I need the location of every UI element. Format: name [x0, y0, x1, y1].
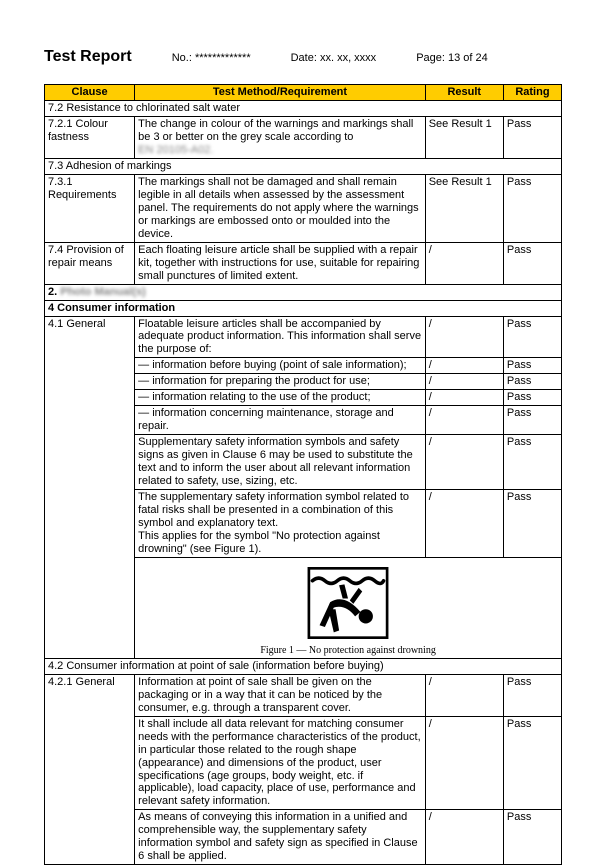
cell-req: — information before buying (point of sa…: [135, 358, 426, 374]
cell-result: /: [425, 716, 503, 810]
report-number: No.: *************: [172, 52, 251, 64]
cell-req: Supplementary safety information symbols…: [135, 435, 426, 490]
cell-result: /: [425, 674, 503, 716]
cell-clause: 4.1 General: [45, 316, 135, 658]
row-4-1-a: 4.1 General Floatable leisure articles s…: [45, 316, 562, 358]
col-rating: Rating: [503, 85, 561, 101]
section-4-2: 4.2 Consumer information at point of sal…: [45, 658, 562, 674]
redacted-text: Photo Manual(s): [60, 286, 146, 299]
section-label: 4.2 Consumer information at point of sal…: [45, 658, 562, 674]
cell-req: The markings shall not be damaged and sh…: [135, 174, 426, 242]
cell-result: /: [425, 316, 503, 358]
redacted-text: EN 20105-A02.: [138, 144, 213, 157]
cell-result: /: [425, 374, 503, 390]
cell-req: As means of conveying this information i…: [135, 810, 426, 865]
no-protection-drowning-icon: [303, 563, 393, 643]
cell-rating: Pass: [503, 390, 561, 406]
section-label: 2. Photo Manual(s): [45, 284, 562, 300]
table-header-row: Clause Test Method/Requirement Result Ra…: [45, 85, 562, 101]
report-date: Date: xx. xx, xxxx: [291, 52, 377, 64]
cell-result: /: [425, 810, 503, 865]
col-clause: Clause: [45, 85, 135, 101]
cell-rating: Pass: [503, 316, 561, 358]
section-2: 2. Photo Manual(s): [45, 284, 562, 300]
col-result: Result: [425, 85, 503, 101]
cell-req: The supplementary safety information sym…: [135, 490, 426, 558]
section-7-2: 7.2 Resistance to chlorinated salt water: [45, 100, 562, 116]
cell-req: — information for preparing the product …: [135, 374, 426, 390]
row-7-3-1: 7.3.1 Requirements The markings shall no…: [45, 174, 562, 242]
cell-rating: Pass: [503, 406, 561, 435]
section-label: 7.3 Adhesion of markings: [45, 158, 562, 174]
cell-rating: Pass: [503, 435, 561, 490]
cell-clause: 7.2.1 Colour fastness: [45, 116, 135, 158]
report-page: Page: 13 of 24: [416, 52, 488, 64]
figure-caption: Figure 1 — No protection against drownin…: [138, 645, 558, 657]
cell-rating: Pass: [503, 358, 561, 374]
cell-result: /: [425, 490, 503, 558]
col-req: Test Method/Requirement: [135, 85, 426, 101]
cell-rating: Pass: [503, 116, 561, 158]
cell-result: /: [425, 358, 503, 374]
cell-req: Floatable leisure articles shall be acco…: [135, 316, 426, 358]
cell-rating: Pass: [503, 374, 561, 390]
cell-result: /: [425, 435, 503, 490]
cell-req: — information concerning maintenance, st…: [135, 406, 426, 435]
cell-req: The change in colour of the warnings and…: [135, 116, 426, 158]
cell-rating: Pass: [503, 242, 561, 284]
cell-rating: Pass: [503, 490, 561, 558]
cell-clause: 4.2.1 General: [45, 674, 135, 865]
cell-result: /: [425, 242, 503, 284]
cell-rating: Pass: [503, 174, 561, 242]
row-4-2-1-a: 4.2.1 General Information at point of sa…: [45, 674, 562, 716]
cell-req: Each floating leisure article shall be s…: [135, 242, 426, 284]
cell-result: See Result 1: [425, 116, 503, 158]
cell-rating: Pass: [503, 674, 561, 716]
row-7-2-1: 7.2.1 Colour fastness The change in colo…: [45, 116, 562, 158]
cell-clause: 7.4 Provision of repair means: [45, 242, 135, 284]
cell-clause: 7.3.1 Requirements: [45, 174, 135, 242]
section-label: 4 Consumer information: [45, 300, 562, 316]
cell-rating: Pass: [503, 810, 561, 865]
figure-cell: Figure 1 — No protection against drownin…: [135, 557, 562, 658]
cell-rating: Pass: [503, 716, 561, 810]
cell-result: /: [425, 406, 503, 435]
section-4: 4 Consumer information: [45, 300, 562, 316]
section-label: 7.2 Resistance to chlorinated salt water: [45, 100, 562, 116]
section-7-3: 7.3 Adhesion of markings: [45, 158, 562, 174]
cell-result: /: [425, 390, 503, 406]
report-title: Test Report: [44, 48, 132, 66]
report-header: Test Report No.: ************* Date: xx.…: [44, 48, 562, 66]
cell-req: Information at point of sale shall be gi…: [135, 674, 426, 716]
requirements-table: Clause Test Method/Requirement Result Ra…: [44, 84, 562, 865]
cell-result: See Result 1: [425, 174, 503, 242]
cell-req: It shall include all data relevant for m…: [135, 716, 426, 810]
cell-req: — information relating to the use of the…: [135, 390, 426, 406]
row-7-4: 7.4 Provision of repair means Each float…: [45, 242, 562, 284]
